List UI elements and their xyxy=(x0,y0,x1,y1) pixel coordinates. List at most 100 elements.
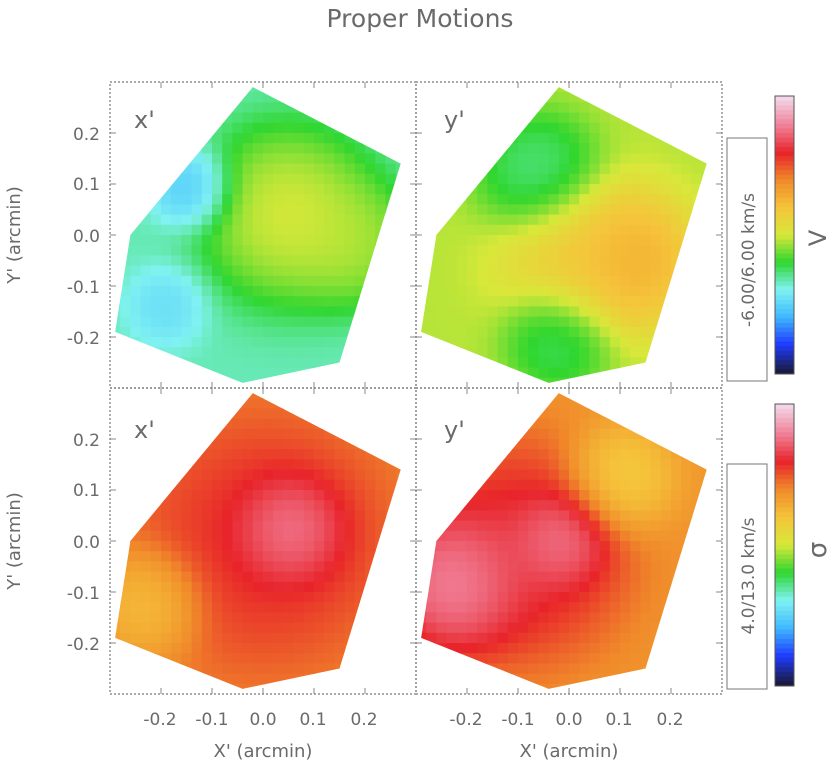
map-cell xyxy=(171,245,182,256)
map-cell xyxy=(599,592,611,603)
map-cell xyxy=(579,265,590,277)
map-cell xyxy=(589,459,601,471)
map-cell xyxy=(201,393,213,399)
map-cell xyxy=(314,133,325,144)
map-cell xyxy=(569,255,580,267)
map-cell xyxy=(252,133,264,144)
map-cell xyxy=(487,337,499,348)
map-cell xyxy=(406,143,417,154)
map-cell xyxy=(212,561,223,573)
x-tick-label: -0.1 xyxy=(501,710,534,730)
map-cell xyxy=(691,235,703,246)
map-cell xyxy=(630,673,641,685)
map-cell xyxy=(191,479,203,491)
map-cell xyxy=(640,133,652,144)
map-cell xyxy=(569,520,580,532)
map-cell xyxy=(421,683,427,689)
map-cell xyxy=(456,245,468,256)
map-cell xyxy=(303,653,315,664)
map-cell xyxy=(660,439,672,450)
map-cell xyxy=(421,306,427,318)
map-cell xyxy=(579,592,590,603)
map-cell xyxy=(681,347,692,358)
map-cell xyxy=(150,92,162,103)
map-cell xyxy=(354,163,366,175)
map-cell xyxy=(283,122,295,134)
map-cell xyxy=(436,643,448,654)
map-cell xyxy=(115,530,121,542)
map-cell xyxy=(436,393,448,399)
map-cell xyxy=(467,347,478,358)
map-cell xyxy=(579,653,590,664)
map-cell xyxy=(507,153,519,165)
map-cell xyxy=(273,357,284,369)
map-cell xyxy=(293,602,305,613)
map-cell xyxy=(640,143,652,154)
map-cell xyxy=(548,479,560,491)
map-cell xyxy=(385,296,397,307)
map-cell xyxy=(375,510,386,522)
map-cell xyxy=(161,398,172,409)
map-cell xyxy=(273,643,284,654)
map-cell xyxy=(263,469,274,481)
map-cell xyxy=(436,153,448,165)
map-cell xyxy=(528,683,539,689)
map-cell xyxy=(212,663,223,675)
map-cell xyxy=(518,367,529,379)
map-cell xyxy=(115,235,121,246)
map-cell xyxy=(120,479,131,491)
map-cell xyxy=(375,530,386,542)
map-cell xyxy=(181,367,193,379)
map-cell xyxy=(528,500,539,511)
map-cell xyxy=(252,490,264,501)
map-cell xyxy=(426,469,437,481)
map-cell xyxy=(191,653,203,664)
map-cell xyxy=(426,286,437,297)
map-cell xyxy=(421,163,427,175)
colorbar-segment xyxy=(775,498,794,504)
map-cell xyxy=(528,439,539,450)
map-cell xyxy=(599,214,611,226)
map-cell xyxy=(324,612,335,624)
map-cell xyxy=(538,530,550,542)
map-cell xyxy=(130,235,142,246)
map-cell xyxy=(507,490,519,501)
map-cell xyxy=(395,133,401,144)
map-cell xyxy=(324,296,335,307)
map-cell xyxy=(161,439,172,450)
map-cell xyxy=(232,592,244,603)
map-cell xyxy=(314,163,325,175)
map-cell xyxy=(181,490,193,501)
map-cell xyxy=(181,92,193,103)
map-cell xyxy=(303,571,315,583)
map-cell xyxy=(324,143,335,154)
map-cell xyxy=(181,541,193,552)
colorbar-segment xyxy=(775,221,794,227)
map-cell xyxy=(130,551,142,562)
map-cell xyxy=(477,112,488,124)
map-cell xyxy=(599,551,611,562)
map-cell xyxy=(201,541,213,552)
map-cell xyxy=(712,245,723,256)
panel-v-x xyxy=(110,82,417,388)
map-cell xyxy=(640,479,652,491)
map-cell xyxy=(222,163,233,175)
map-cell xyxy=(242,377,254,383)
map-cell xyxy=(609,500,621,511)
colorbar-segment xyxy=(775,123,794,129)
map-cell xyxy=(201,184,213,195)
map-cell xyxy=(436,490,448,501)
map-cell xyxy=(558,408,570,420)
colorbar-segment xyxy=(775,568,794,574)
map-cell xyxy=(421,265,427,277)
map-cell xyxy=(436,673,448,685)
map-cell xyxy=(640,326,652,338)
map-cell xyxy=(467,663,478,675)
map-cell xyxy=(701,602,707,613)
map-cell xyxy=(201,337,213,348)
map-cell xyxy=(150,357,162,369)
map-cell xyxy=(120,428,131,440)
map-cell xyxy=(518,133,529,144)
map-cell xyxy=(161,408,172,420)
map-cell xyxy=(171,326,182,338)
